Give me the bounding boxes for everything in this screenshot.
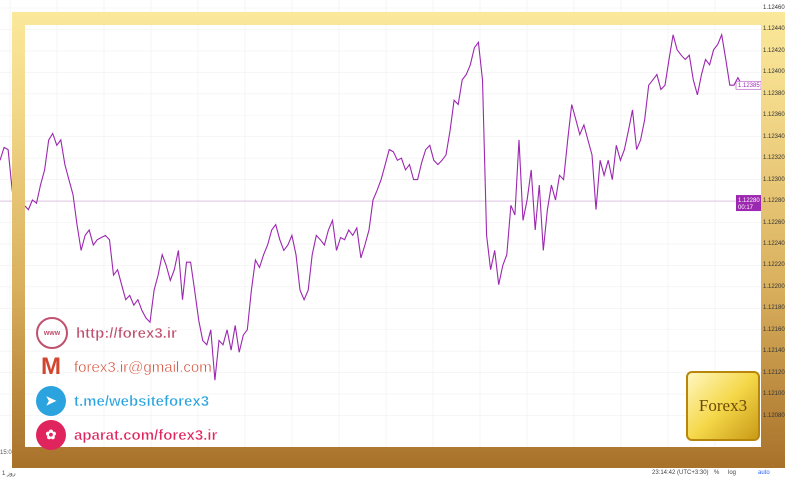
percent-toggle[interactable]: % (714, 470, 720, 476)
aparat-link[interactable]: aparat.com/forex3.ir (74, 426, 218, 444)
status-bar: 1 روز 23:14:42 (UTC+3:30) % log auto (0, 468, 800, 480)
telegram-link[interactable]: t.me/websiteforex3 (74, 392, 210, 410)
auto-toggle[interactable]: auto (758, 470, 770, 476)
forex3-logo: Forex3 (686, 371, 760, 441)
last-price-label: 1.12385 (738, 83, 760, 89)
current-price-label: 1.12280 (738, 198, 760, 204)
x-axis-label: 15:0 (0, 450, 12, 456)
grid (25, 25, 761, 447)
contact-telegram[interactable]: ➤ t.me/websiteforex3 (36, 384, 217, 418)
interval-label[interactable]: 1 روز (2, 471, 16, 477)
contact-list: www http://forex3.ir M forex3.ir@gmail.c… (36, 316, 218, 452)
email-link[interactable]: forex3.ir@gmail.com (74, 358, 212, 376)
price-line (25, 32, 743, 381)
telegram-icon: ➤ (36, 386, 66, 416)
contact-website[interactable]: www http://forex3.ir (36, 316, 217, 350)
gmail-icon: M (41, 353, 61, 380)
countdown-label: 00:17 (738, 205, 754, 211)
log-toggle[interactable]: log (728, 470, 737, 476)
current-price-badge (736, 195, 761, 212)
logo-text: Forex3 (698, 396, 748, 415)
aparat-icon: ✿ (36, 420, 66, 450)
contact-aparat[interactable]: ✿ aparat.com/forex3.ir (36, 418, 218, 452)
clock: 23:14:42 (UTC+3:30) (652, 470, 709, 476)
contact-email[interactable]: M forex3.ir@gmail.com (36, 350, 217, 384)
www-globe-icon: www (36, 317, 68, 349)
website-link[interactable]: http://forex3.ir (76, 324, 177, 342)
last-price-badge (735, 80, 761, 90)
